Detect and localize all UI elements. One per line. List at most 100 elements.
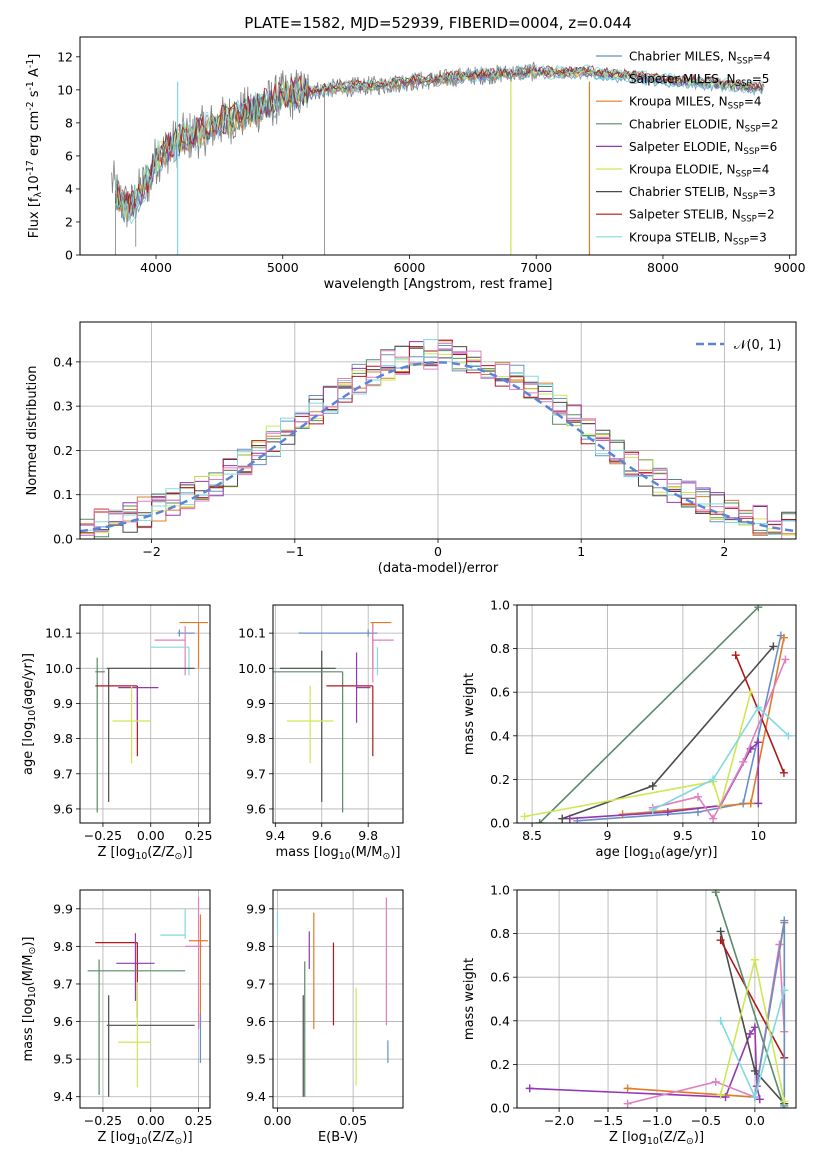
y-tick-label: 0.0 [490,816,510,831]
x-tick-label: 0.0 [745,1113,765,1128]
series-line [719,939,786,1059]
y-tick-label: 9.6 [53,1014,73,1029]
x-tick-label: 0.25 [185,828,213,843]
math-text-segment: =2 [757,208,775,222]
series-marker [780,916,789,925]
math-text-segment: Z [log [97,845,135,860]
math-text-segment: )] [182,1130,192,1145]
x-tick-label: 9.8 [358,828,378,843]
series-marker [779,768,788,777]
series-marker [731,651,740,660]
x-tick-label: 9.5 [673,828,693,843]
series-marker [693,808,702,817]
series-marker [535,819,544,823]
series-line [524,691,752,818]
math-text-segment: Salpeter ELODIE, N [629,140,743,154]
series-marker [623,1099,632,1108]
series-marker [693,792,702,801]
axes-frame [79,36,797,256]
y-tick-label: 9.5 [246,1052,266,1067]
x-axis-label: (data-model)/error [378,561,499,576]
y-tick-label: 4 [65,181,73,196]
y-axis-label: mass weight [462,673,477,755]
math-text-segment: E(B-V) [318,1130,358,1145]
axes-frame [272,889,404,1109]
y-tick-label: 10.0 [238,661,266,676]
math-text-segment: mass [log [276,845,339,860]
legend-label: Salpeter MILES, NSSP​=5 [629,72,769,89]
y-tick-label: 9.9 [246,901,266,916]
series-line [714,891,786,1108]
math-text-segment: )] [390,845,400,860]
y-tick-label: 0.2 [490,772,510,787]
series-line [734,654,785,774]
x-axis-label: Z [log10​(Z/Z⊙​)] [97,1130,192,1147]
subscript: ⊙ [382,851,390,862]
math-text-segment: erg cm [27,111,42,160]
legend-label: Kroupa MILES, NSSP​=4 [629,95,762,112]
y-tick-label: 0.6 [490,685,510,700]
error-bar-point [118,982,151,1088]
histogram-step [80,342,796,539]
math-text-segment: mass [log [21,998,36,1061]
math-text-segment: (age/yr)] [21,653,36,710]
y-tick-label: 0.2 [490,1057,510,1072]
histogram-step [80,339,796,535]
series-marker [711,1077,720,1086]
y-axis-label: age [log10​(age/yr)] [21,653,38,775]
y-tick-label: 0.2 [53,443,73,458]
error-bar-point [355,652,371,723]
model-line [115,63,764,220]
y-tick-label: 1.0 [490,598,510,613]
series-marker [709,814,718,823]
x-tick-label: −0.25 [84,1113,122,1128]
subscript: SSP [736,79,752,89]
model-line [115,66,764,217]
y-tick-label: 9.7 [53,766,73,781]
series-marker [750,1023,759,1032]
math-text-segment: Flux [f [27,197,42,238]
error-bar-point [95,942,138,1018]
legend-label: Chabrier ELODIE, NSSP​=2 [629,117,778,134]
math-text-segment: (data-model)/error [378,561,499,576]
series-marker [525,1084,534,1093]
x-tick-label: −1.5 [593,1113,623,1128]
x-tick-label: 1 [577,544,585,559]
series-marker [784,731,793,740]
series-marker [780,986,789,995]
x-tick-label: 8000 [647,260,679,275]
series-marker [663,808,672,817]
math-text-segment: ] [27,54,42,59]
subscript: SSP [741,215,757,225]
model-line [115,66,764,218]
error-bar-point [154,626,186,676]
axes-frame [516,604,797,824]
error-bar-point [118,687,159,723]
x-tick-label: −0.25 [84,828,122,843]
subscript: 10 [27,710,38,722]
math-text-segment: =3 [749,230,767,244]
plot-area [95,621,209,813]
error-bar-point [188,914,209,1028]
x-tick-label: 9 [604,828,612,843]
residuals-panel: −2 −1 0 1 2 0.0 0.1 0.2 0.3 0.4 (data-model)/error… [25,321,797,576]
y-tick-label: 12 [57,49,73,64]
error-bar-point [326,685,374,757]
y-tick-label: 9.8 [53,731,73,746]
math-text-segment: mass weight [462,673,477,755]
math-text-segment: (M/M [21,955,36,987]
plot-area [520,605,793,823]
x-tick-label: 2 [720,544,728,559]
x-tick-label: −0.5 [691,1113,721,1128]
y-tick-label: 0.0 [53,532,73,547]
error-bar-point [273,671,344,813]
x-tick-label: −2 [142,544,160,559]
y-tick-label: 0.8 [490,926,510,941]
legend-label: Salpeter STELIB, NSSP​=2 [629,208,775,225]
subscript: ⊙ [175,851,183,862]
x-tick-label: −1 [286,544,304,559]
axes-frame [516,889,797,1109]
y-tick-label: 9.7 [53,976,73,991]
math-text-segment: (Z/Z [659,1130,686,1145]
y-tick-label: 9.7 [246,976,266,991]
